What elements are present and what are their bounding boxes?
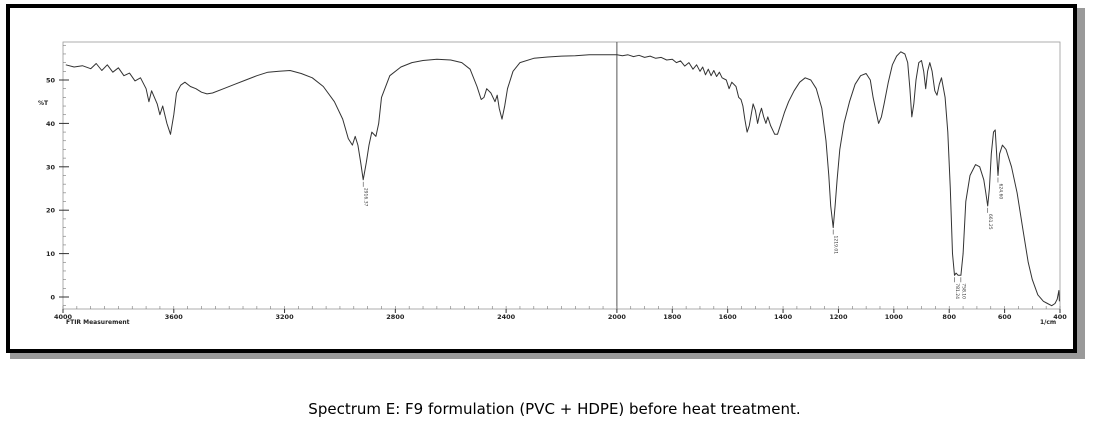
x-tick-label: 4000 [54,313,73,321]
x-axis-label: 1/cm [1040,319,1056,326]
y-tick-label: 0 [50,294,55,302]
plot-area [62,41,1061,310]
x-tick-label: 400 [1053,313,1067,321]
ftir-spectrum-chart: 50 40 30 20 10 0 4000 3600 3200 2800 2400 2000 1800 1… [38,41,1067,326]
x-tick-label: 800 [942,313,956,321]
x-tick-label: 1600 [719,313,738,321]
series-layer [65,51,1060,307]
y-tick-label: 10 [46,250,56,258]
x-tick-label: 3600 [165,313,184,321]
figure-caption: Spectrum E: F9 formulation (PVC + HDPE) … [308,400,801,418]
x-tick-label: 2800 [386,313,405,321]
x-tick-label: 1200 [829,313,848,321]
peak-label: 2916.37 [363,188,369,207]
axis-layer: 50 40 30 20 10 0 4000 3600 3200 2800 2400 2000 1800 1… [46,77,1067,322]
peak-label: 758.10 [960,283,966,299]
y-tick-label: 20 [46,207,56,215]
peak-label: 1219.01 [833,236,839,255]
x-tick-label: 3200 [276,313,295,321]
x-tick-label: 600 [998,313,1012,321]
minor-tick-layer [62,42,1061,309]
instrument-label: FTIR Measurement [66,319,130,326]
peak-label: 661.25 [987,214,993,230]
y-tick-label: 40 [46,120,56,128]
x-tick-label: 1400 [774,313,793,321]
y-axis-label: %T [38,100,49,107]
x-tick-label: 2400 [497,313,516,321]
x-tick-label: 2000 [608,313,627,321]
peak-label: 781.24 [954,283,960,299]
peak-label: 624.60 [997,183,1003,199]
peak-label-layer: 2916.37 1219.01 781.24 758.10 661.25 624.60 [363,177,1003,299]
x-tick-label: 1000 [885,313,904,321]
y-tick-label: 30 [46,163,56,171]
spectrum-line [65,51,1060,307]
x-tick-label: 1800 [663,313,682,321]
y-tick-label: 50 [46,77,56,85]
